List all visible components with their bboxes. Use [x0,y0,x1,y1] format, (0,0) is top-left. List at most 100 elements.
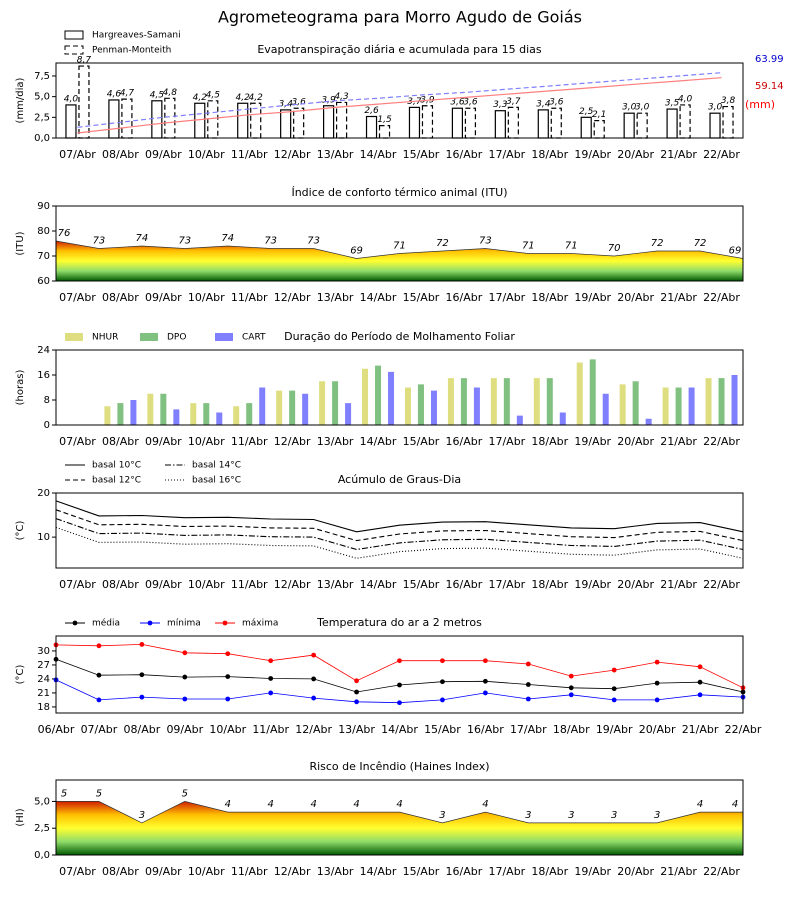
marker [182,650,188,656]
x-tick-label: 10/Abr [188,291,225,304]
x-tick-label: 16/Abr [446,578,483,591]
data-label: 74 [136,233,149,244]
chart-title: Temperatura do ar a 2 metros [316,616,482,629]
bar [362,368,369,425]
x-tick-label: 06/Abr [38,723,75,736]
data-label: 3 [139,810,145,821]
y-tick-label: 8 [44,395,50,406]
accumulated-line [77,72,722,128]
marker [311,652,317,658]
marker [96,672,102,678]
marker [697,692,703,698]
plot-frame [55,635,744,714]
x-tick-label: 10/Abr [188,865,225,878]
marker [397,682,402,688]
legend-swatch [64,30,84,40]
x-tick-label: 20/Abr [617,435,654,448]
legend-label: basal 12°C [92,476,141,486]
bar [289,390,296,425]
bar [378,124,391,139]
x-tick-label: 10/Abr [188,148,225,161]
bar [388,371,395,425]
x-tick-label: 17/Abr [510,723,547,736]
bar-value-label: 3,6 [291,98,306,108]
y-tick-label: 5,0 [34,92,50,103]
x-tick-label: 09/Abr [145,435,182,448]
x-tick-label: 17/Abr [488,578,525,591]
x-tick-label: 11/Abr [231,148,268,161]
x-tick-label: 12/Abr [295,723,332,736]
x-tick-label: 12/Abr [274,578,311,591]
plot-frame [55,205,744,282]
data-label: 4 [353,799,359,810]
accumulated-line [77,77,722,134]
bar [705,378,712,425]
marker [268,658,274,664]
marker [611,667,617,673]
x-tick-label: 21/Abr [660,865,697,878]
x-tick-label: 12/Abr [274,148,311,161]
bar [718,378,725,425]
series-line [55,500,744,533]
data-label: 4 [396,799,402,810]
bar [430,390,437,425]
bar-value-label: 3,4 [278,99,293,109]
y-axis-label: (°C) [15,665,26,685]
x-tick-label: 18/Abr [531,291,568,304]
bar [259,387,266,425]
y2-axis-label: (mm) [745,98,775,111]
x-tick-label: 11/Abr [252,723,289,736]
x-tick-label: 08/Abr [102,291,139,304]
bar-value-label: 3,3 [493,100,508,110]
legend-label: mínima [167,619,201,629]
bar-value-label: 3,4 [536,99,551,109]
bar [194,102,206,139]
chart-title: Duração do Período de Molhamento Foliar [284,330,515,343]
y-tick-label: 70 [37,251,50,262]
bar-value-label: 4,6 [107,89,122,99]
y-tick-label: 0,0 [34,850,50,861]
marker [525,661,531,667]
bar [246,403,253,425]
bar [345,403,352,425]
x-tick-label: 19/Abr [574,148,611,161]
y-tick-label: 24 [37,345,50,356]
bar [302,393,309,425]
y-tick-label: 20 [37,488,50,499]
x-tick-label: 10/Abr [188,578,225,591]
x-tick-label: 15/Abr [403,148,440,161]
bar [365,115,378,139]
x-tick-label: 17/Abr [488,435,525,448]
x-tick-label: 08/Abr [124,723,161,736]
data-label: 72 [694,238,707,249]
bar-value-label: 3,7 [506,97,521,107]
legend-swatch [65,333,83,341]
x-tick-label: 11/Abr [231,291,268,304]
x-tick-label: 16/Abr [446,291,483,304]
line-end-label: 59.14 [755,81,784,92]
bar [121,98,133,139]
data-label: 3 [439,810,445,821]
series-line [55,643,744,689]
x-tick-label: 20/Abr [617,578,654,591]
bar-value-label: 2,5 [579,107,594,117]
data-label: 69 [729,246,742,257]
x-tick-label: 14/Abr [360,291,397,304]
bar [117,403,124,425]
bar [619,384,626,425]
bar-value-label: 4,2 [193,93,208,103]
bar [709,112,721,139]
bar [516,415,523,425]
marker [397,658,402,664]
bar [65,104,77,139]
y-tick-label: 90 [37,201,50,212]
x-tick-label: 08/Abr [102,148,139,161]
x-tick-label: 09/Abr [145,865,182,878]
bar-value-label: 4,5 [206,90,221,100]
marker [611,686,617,692]
marker [525,682,531,687]
x-tick-label: 21/Abr [682,723,719,736]
y-tick-label: 80 [37,226,50,237]
x-tick-label: 19/Abr [574,865,611,878]
marker [482,678,488,684]
